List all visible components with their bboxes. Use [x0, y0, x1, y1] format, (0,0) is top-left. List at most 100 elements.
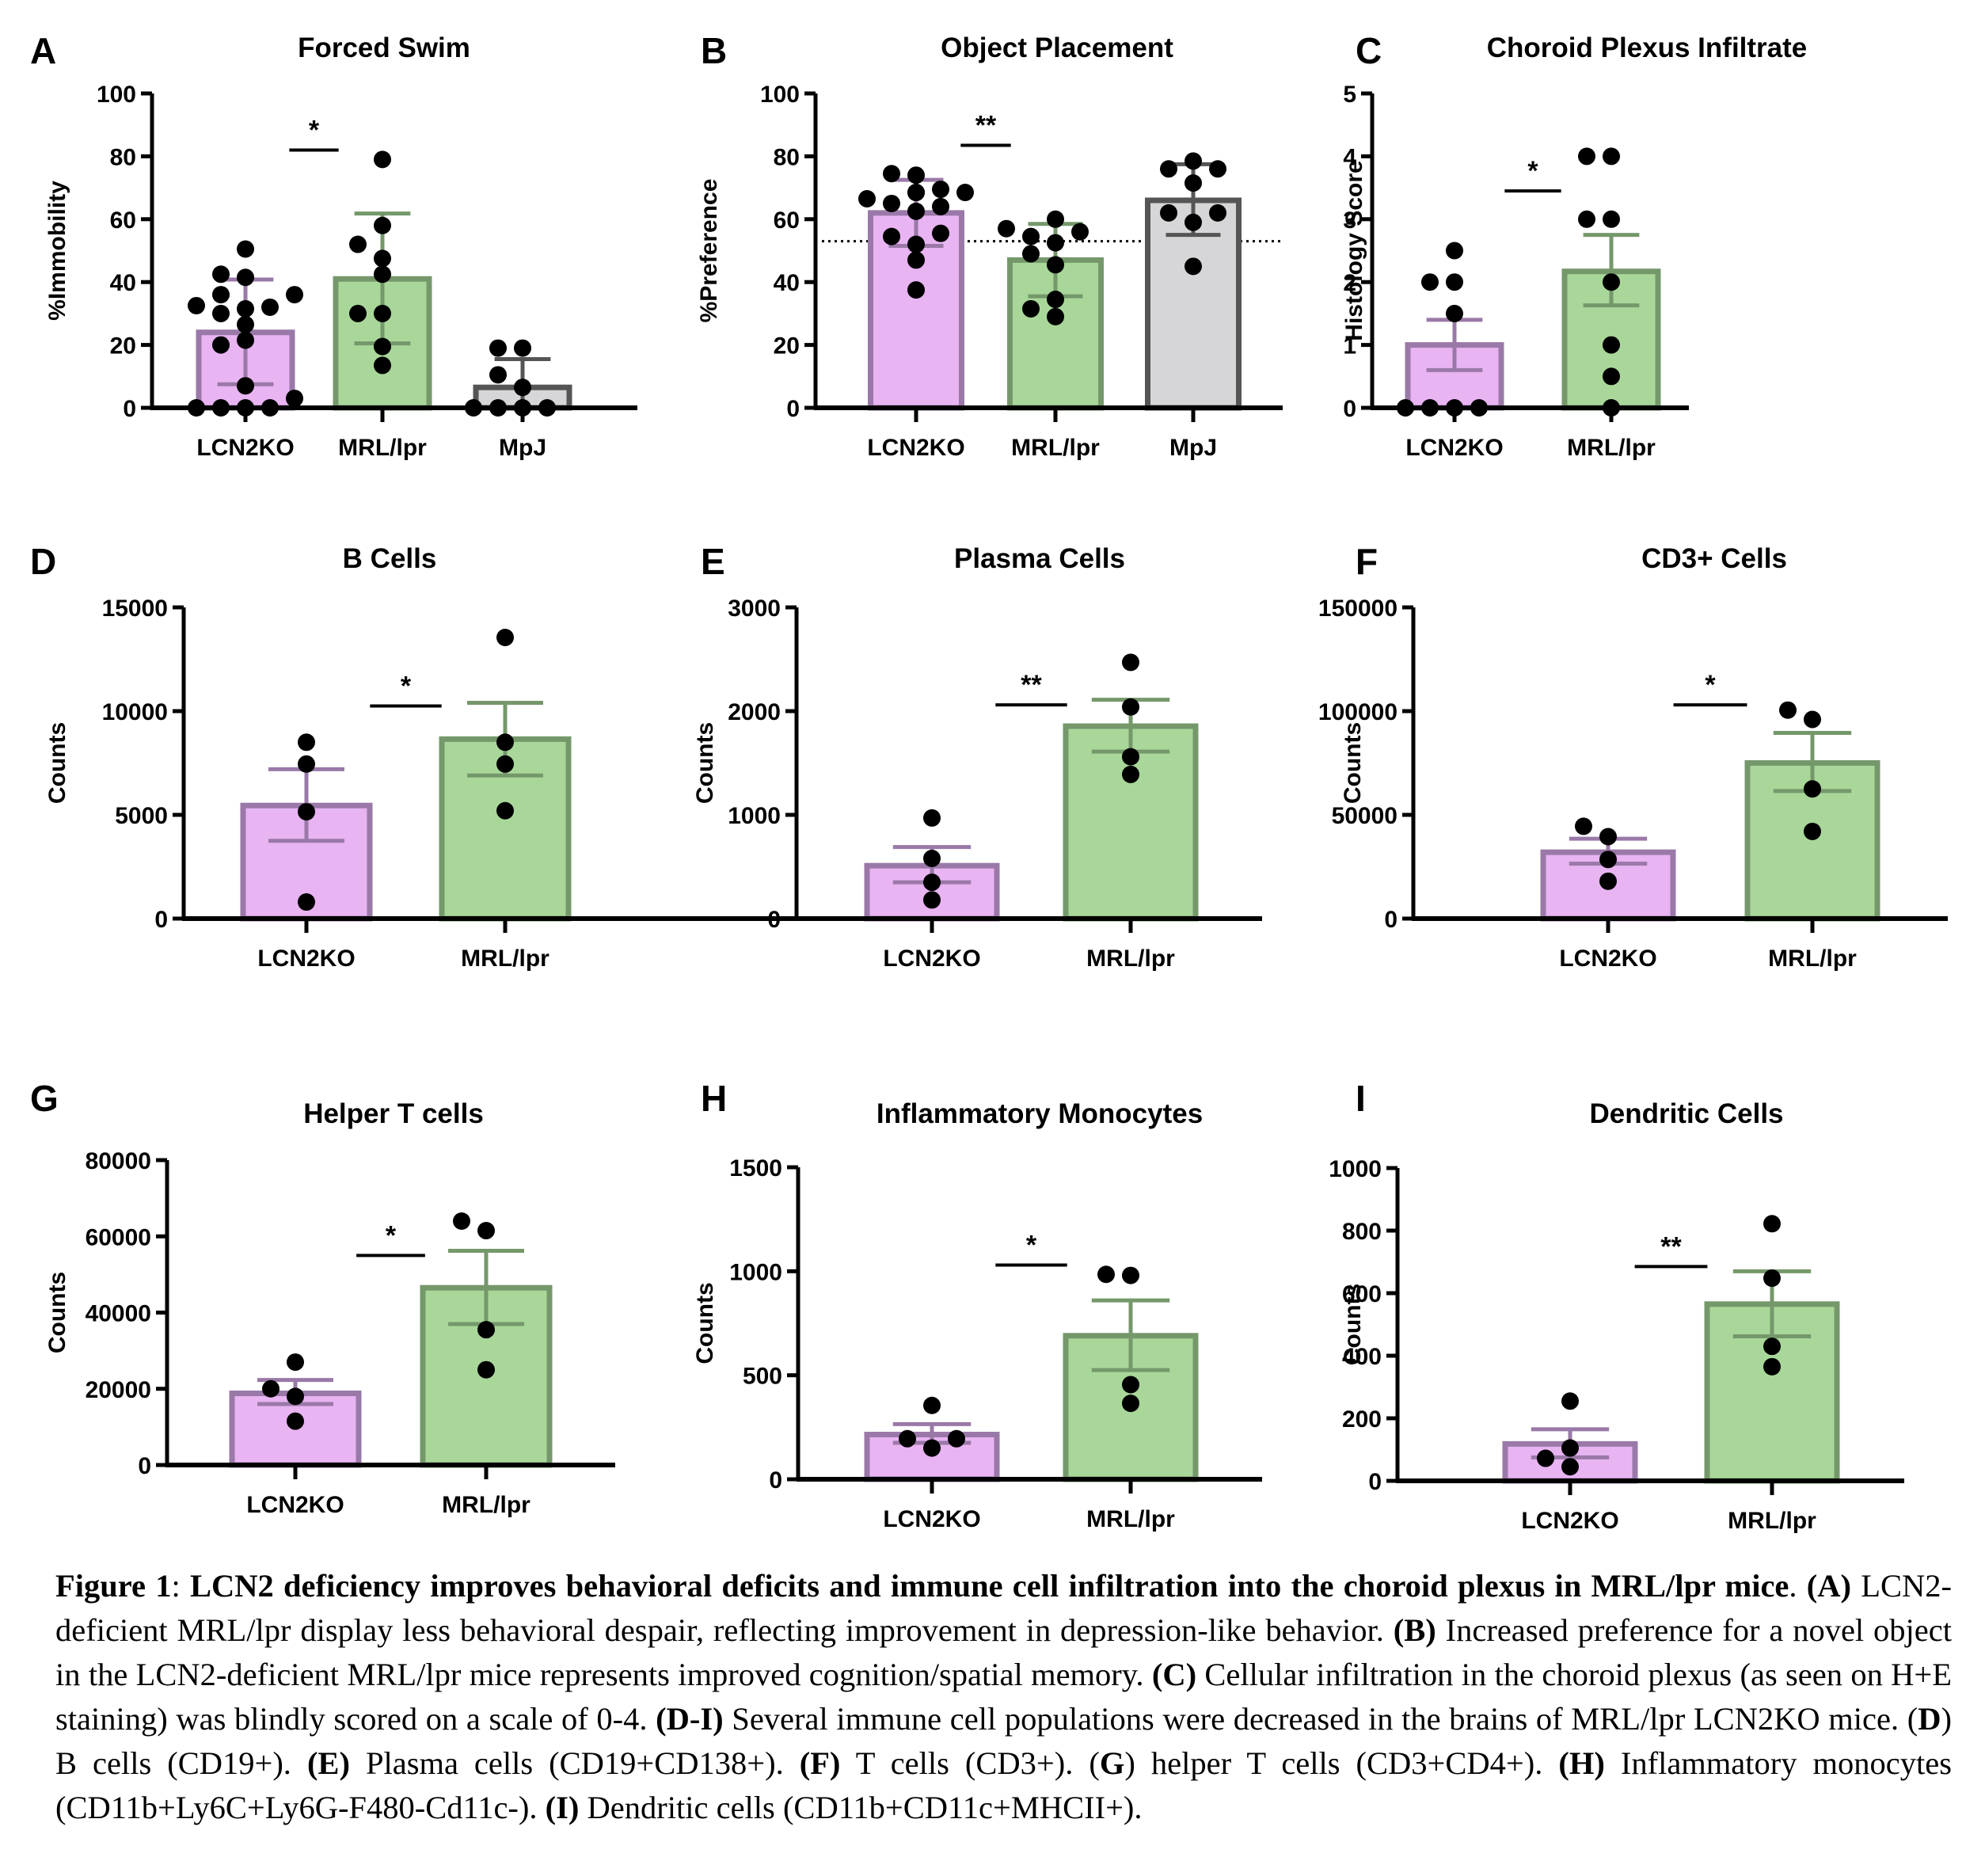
chart-title: Forced Swim	[298, 32, 470, 63]
data-point	[1122, 653, 1139, 672]
data-point	[1575, 817, 1592, 835]
data-point	[1779, 701, 1797, 719]
x-tick-label: LCN2KO	[257, 946, 355, 972]
y-tick-label: 4	[1343, 144, 1356, 170]
data-point	[1022, 227, 1040, 245]
data-point	[956, 184, 974, 202]
caption-text: ) B cells (CD19+).	[55, 1701, 1953, 1781]
data-point	[1047, 307, 1064, 325]
panel-c: C Choroid Plexus Infiltrate Histology Scor…	[1341, 30, 1807, 461]
y-tick-label: 1000	[729, 1259, 782, 1285]
data-point	[298, 733, 315, 752]
significance-label: **	[1021, 670, 1042, 700]
panel-letter: G	[30, 1078, 59, 1119]
data-point	[1122, 748, 1139, 766]
y-axis-label: %Immobility	[44, 181, 70, 321]
data-point	[883, 227, 900, 245]
data-point	[858, 189, 876, 207]
y-tick-label: 80	[110, 144, 136, 170]
y-tick-label: 0	[123, 396, 136, 422]
data-point	[923, 891, 941, 909]
data-point	[907, 251, 925, 269]
data-point	[237, 331, 254, 349]
data-point	[477, 1360, 495, 1379]
data-point	[1537, 1449, 1554, 1467]
y-tick-label: 60	[774, 207, 800, 234]
data-point	[1122, 1395, 1139, 1413]
data-point	[1047, 210, 1064, 228]
data-point	[453, 1212, 470, 1230]
x-tick-label: LCN2KO	[1521, 1508, 1618, 1534]
data-point	[907, 166, 925, 185]
data-point	[1160, 160, 1177, 178]
y-axis-label: Counts	[692, 722, 718, 804]
x-tick-label: MRL/lpr	[1567, 435, 1656, 461]
caption-panel-ref: (B)	[1393, 1612, 1436, 1648]
panel-letter: H	[701, 1078, 727, 1119]
x-tick-label: MRL/lpr	[461, 946, 549, 972]
y-axis-label: Counts	[44, 1272, 70, 1353]
data-point	[1185, 152, 1202, 170]
data-point	[1603, 273, 1620, 291]
caption-panel-ref: (D-I)	[656, 1701, 724, 1737]
data-point	[907, 202, 925, 220]
y-tick-label: 0	[1384, 907, 1397, 933]
data-point	[374, 150, 391, 169]
y-tick-label: 600	[1342, 1281, 1382, 1307]
significance-label: *	[386, 1220, 397, 1250]
y-tick-label: 1500	[729, 1155, 782, 1182]
x-tick-label: LCN2KO	[246, 1492, 344, 1518]
panel-b: B Object Placement %Preference 0 20 40 60 80 100…	[696, 30, 1283, 461]
data-point	[1804, 822, 1821, 840]
data-point	[374, 216, 391, 234]
data-point	[1599, 872, 1617, 890]
bar-mrl-lpr	[1704, 1301, 1840, 1484]
data-point	[1603, 336, 1620, 354]
data-point	[1122, 765, 1139, 783]
y-axis-label: Histology Score	[1341, 160, 1367, 341]
caption-text: ) helper T cells (CD3+CD4+).	[1124, 1745, 1559, 1781]
y-tick-label: 500	[743, 1364, 782, 1390]
data-point	[923, 873, 941, 892]
data-point	[923, 850, 941, 868]
data-point	[188, 296, 205, 314]
y-axis-label: Counts	[44, 722, 70, 804]
y-tick-label: 0	[1368, 1469, 1382, 1495]
y-tick-label: 1000	[1329, 1156, 1382, 1182]
chart-title: Helper T cells	[303, 1098, 484, 1129]
caption-panel-ref: (F)	[799, 1745, 841, 1781]
data-point	[1578, 147, 1595, 166]
data-point	[948, 1429, 965, 1448]
significance-label: *	[1527, 156, 1538, 186]
data-point	[1209, 160, 1226, 178]
data-point	[1047, 234, 1064, 252]
data-point	[496, 801, 514, 820]
caption-text: Increased preference for a novel object …	[55, 1612, 1952, 1692]
data-point	[1122, 698, 1139, 716]
x-tick-label: MRL/lpr	[1086, 946, 1175, 972]
figure-panels: A Forced Swim%Immobility020406080100LCN2K…	[30, 30, 1948, 1534]
y-tick-label: 40	[774, 270, 800, 296]
panel-letter: C	[1356, 30, 1382, 71]
data-point	[489, 339, 507, 357]
data-point	[932, 224, 949, 242]
x-tick-label: MRL/lpr	[442, 1492, 530, 1518]
data-point	[1047, 256, 1064, 274]
caption-panel-ref: (C)	[1151, 1657, 1197, 1692]
data-point	[1603, 147, 1620, 166]
data-point	[514, 379, 531, 397]
data-point	[286, 390, 303, 408]
panel-letter: F	[1356, 541, 1378, 582]
data-point	[1561, 1392, 1579, 1410]
chart-title: B Cells	[343, 543, 437, 574]
data-point	[287, 1412, 304, 1430]
panel-e: E Plasma Cells Counts 0 1000 2000 3000 LCN2KO MR…	[692, 541, 1262, 972]
y-tick-label: 80000	[86, 1148, 151, 1174]
data-point	[374, 249, 391, 268]
panel-h: H Inflammatory Monocytes Counts 0 500 1000 150…	[692, 1078, 1262, 1532]
caption-panel-ref: (E)	[306, 1745, 350, 1781]
data-point	[1160, 204, 1177, 222]
data-point	[1763, 1269, 1781, 1288]
data-point	[237, 240, 254, 258]
data-point	[514, 339, 531, 357]
